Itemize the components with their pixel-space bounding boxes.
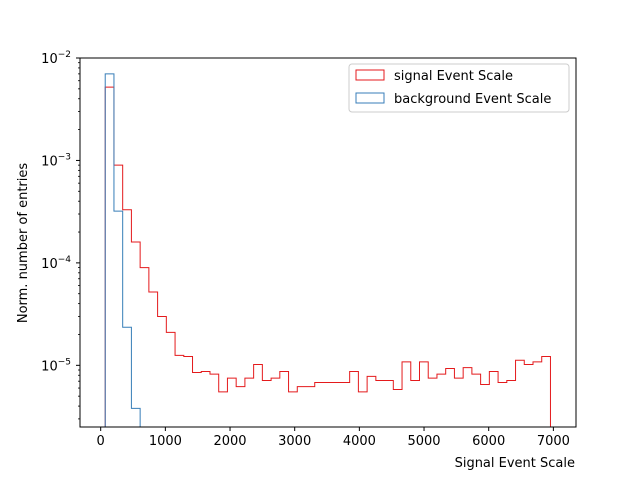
series-step-background — [104, 73, 141, 427]
series-step-signal — [104, 86, 551, 427]
legend: signal Event Scale background Event Scal… — [348, 63, 570, 113]
x-tick-label: 3000 — [278, 434, 311, 449]
series-layer — [104, 73, 551, 427]
x-tick-label: 7000 — [537, 434, 570, 449]
x-tick-label: 6000 — [472, 434, 505, 449]
legend-label-signal: signal Event Scale — [394, 69, 513, 84]
legend-swatch-background — [355, 92, 385, 104]
legend-swatch-signal — [355, 69, 385, 81]
x-tick-label: 2000 — [213, 434, 246, 449]
x-tick-label: 1000 — [149, 434, 182, 449]
x-tick-label: 5000 — [407, 434, 440, 449]
legend-label-background: background Event Scale — [394, 92, 551, 107]
plot-frame — [79, 57, 577, 428]
y-axis-label: Norm. number of entries — [16, 163, 31, 324]
x-tick-label: 0 — [97, 434, 105, 449]
x-tick-label: 4000 — [343, 434, 376, 449]
x-axis: 0 1000 2000 3000 4000 5000 6000 7000 — [97, 427, 570, 449]
x-axis-label: Signal Event Scale — [455, 456, 575, 471]
legend-box — [348, 63, 570, 113]
